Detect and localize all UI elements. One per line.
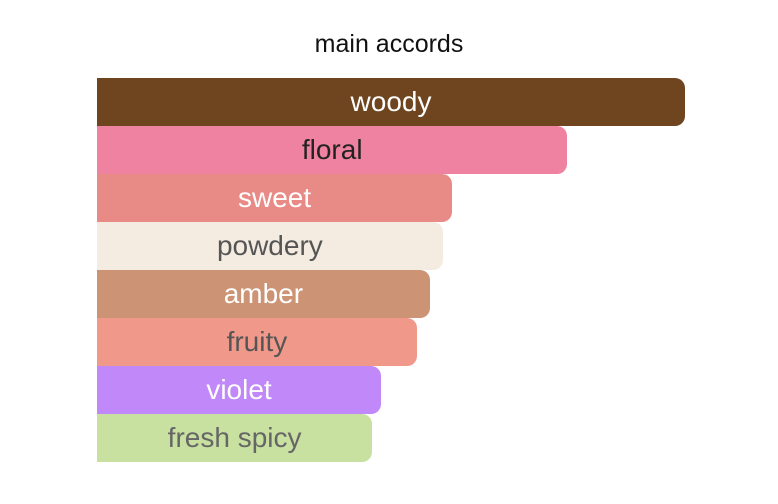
- chart-title: main accords: [314, 30, 464, 58]
- accord-bar-fresh-spicy: fresh spicy: [97, 414, 373, 462]
- accord-bar-floral: floral: [97, 126, 568, 174]
- accord-label: woody: [350, 86, 432, 117]
- accord-label: powdery: [216, 230, 323, 261]
- accord-label: fresh spicy: [167, 422, 302, 453]
- accord-bar-violet: violet: [97, 366, 381, 414]
- accord-bar-woody: woody: [97, 78, 685, 126]
- accord-label: floral: [301, 134, 363, 165]
- accord-label: sweet: [237, 182, 312, 213]
- accord-bar-amber: amber: [97, 270, 430, 318]
- accords-chart: woody floral sweet powdery amber fruity violet…: [97, 78, 685, 462]
- accord-label: violet: [206, 374, 272, 405]
- accord-label: amber: [223, 278, 304, 309]
- accord-bar-sweet: sweet: [97, 174, 453, 222]
- accord-bar-fruity: fruity: [97, 318, 417, 366]
- accord-bar-powdery: powdery: [97, 222, 443, 270]
- accord-label: fruity: [226, 326, 288, 357]
